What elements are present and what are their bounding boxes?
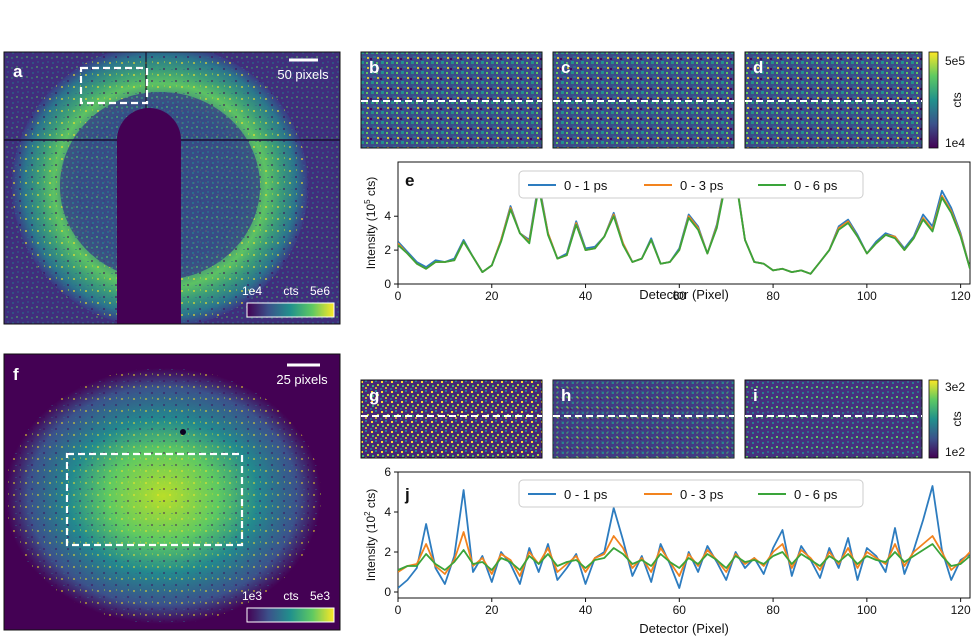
ylabel-e: Intensity (105 cts) [363, 177, 378, 270]
legend-j-label-1: 0 - 1 ps [564, 487, 608, 502]
panel-d-image [744, 51, 923, 149]
cbar-min-a: 1e4 [242, 284, 262, 298]
chart-j-series-3-line [398, 543, 970, 571]
cbar-max-f: 5e3 [310, 589, 330, 603]
colorbar-top [928, 51, 939, 149]
legend-e-label-1: 0 - 1 ps [564, 178, 608, 193]
panel-c-image [552, 51, 735, 149]
chart-j-ytick-label: 0 [384, 585, 391, 599]
legend-e-label-2: 0 - 3 ps [680, 178, 724, 193]
beamstop [117, 108, 181, 324]
panel-g-image [360, 379, 543, 459]
panel-label-i: i [753, 386, 758, 405]
chart-e-ytick-label: 2 [384, 243, 391, 257]
cbar-unit-f: cts [283, 589, 298, 603]
colorbar-bottom [928, 379, 939, 459]
legend-j-label-2: 0 - 3 ps [680, 487, 724, 502]
cbar-top-min: 1e4 [945, 136, 965, 150]
panel-label-c: c [561, 58, 570, 77]
ylabel-j: Intensity (102 cts) [363, 489, 378, 582]
legend-j: 0 - 1 ps 0 - 3 ps 0 - 6 ps [518, 479, 864, 508]
region-box-a [79, 66, 149, 105]
panel-i-image [744, 379, 923, 459]
panel-label-d: d [753, 58, 763, 77]
chart-e-xtick-label: 80 [766, 289, 780, 303]
scalebar-label-f: 25 pixels [276, 372, 328, 387]
chart-j-xtick-label: 40 [579, 603, 593, 617]
chart-j-xtick-label: 80 [766, 603, 780, 617]
chart-e-xtick-label: 0 [395, 289, 402, 303]
legend-e: 0 - 1 ps 0 - 3 ps 0 - 6 ps [518, 170, 864, 199]
legend-e-label-3: 0 - 6 ps [794, 178, 838, 193]
chart-e-xtick-label: 100 [857, 289, 877, 303]
panel-f-image [4, 354, 340, 630]
ylabel-j-main: Intensity (10 [364, 516, 378, 582]
panel-label-b: b [369, 58, 379, 77]
legend-j-label-3: 0 - 6 ps [794, 487, 838, 502]
cbar-bottom-max: 3e2 [945, 380, 965, 394]
xlabel-j: Detector (Pixel) [639, 621, 729, 636]
panel-label-a: a [13, 62, 23, 81]
chart-e-xtick-label: 120 [951, 289, 971, 303]
region-box-f [65, 452, 244, 547]
chart-e-ytick-label: 0 [384, 277, 391, 291]
panel-b-image [360, 51, 543, 149]
ylabel-j-sup: 2 [363, 511, 372, 516]
chart-j-ytick-label: 6 [384, 465, 391, 479]
colorbar-a [246, 302, 335, 318]
cbar-unit-a: cts [283, 284, 298, 298]
chart-e-xtick-label: 20 [485, 289, 499, 303]
ylabel-e-tail: cts) [364, 177, 378, 200]
panel-a-frame [3, 51, 341, 325]
panel-h-image [552, 379, 735, 459]
cbar-bottom-unit: cts [950, 411, 964, 426]
chart-e-series-3-line [398, 177, 970, 275]
chart-j-xtick-label: 100 [857, 603, 877, 617]
chart-j-series-2-line [398, 531, 970, 577]
xlabel-e: Detector (Pixel) [639, 287, 729, 302]
chart-j-xtick-label: 20 [485, 603, 499, 617]
chart-e: e 0 20 40 60 80 100 120 0 2 4 0 - 1 ps 0 - 3 ps 0… [363, 161, 971, 303]
chart-j-ytick-label: 4 [384, 505, 391, 519]
panel-label-g: g [369, 386, 379, 405]
panel-label-f: f [13, 365, 19, 384]
panel-f-frame [3, 353, 341, 631]
chart-e-xtick-label: 60 [673, 289, 687, 303]
cbar-max-a: 5e6 [310, 284, 330, 298]
cbar-top-max: 5e5 [945, 54, 965, 68]
chart-j-ytick-label: 2 [384, 545, 391, 559]
panel-a-image [4, 52, 340, 324]
panel-label-j: j [404, 485, 410, 504]
panel-label-e: e [405, 171, 414, 190]
ylabel-e-sup: 5 [363, 199, 372, 204]
colorbar-f [246, 607, 335, 623]
ylabel-e-main: Intensity (10 [364, 204, 378, 270]
panel-label-h: h [561, 386, 571, 405]
ylabel-j-tail: cts) [364, 489, 378, 512]
cbar-bottom-min: 1e2 [945, 445, 965, 459]
chart-j-xtick-label: 120 [951, 603, 971, 617]
chart-j: j 0 20 40 60 80 100 120 0 2 4 6 0 - 1 ps 0 - 3 ps … [363, 465, 971, 636]
chart-j-xtick-label: 60 [673, 603, 687, 617]
scalebar-label-a: 50 pixels [277, 67, 329, 82]
cbar-top-unit: cts [950, 92, 964, 107]
chart-e-ytick-label: 4 [384, 209, 391, 223]
chart-e-xtick-label: 40 [579, 289, 593, 303]
chart-j-series-1-line [398, 485, 970, 589]
cbar-min-f: 1e3 [242, 589, 262, 603]
chart-j-xtick-label: 0 [395, 603, 402, 617]
